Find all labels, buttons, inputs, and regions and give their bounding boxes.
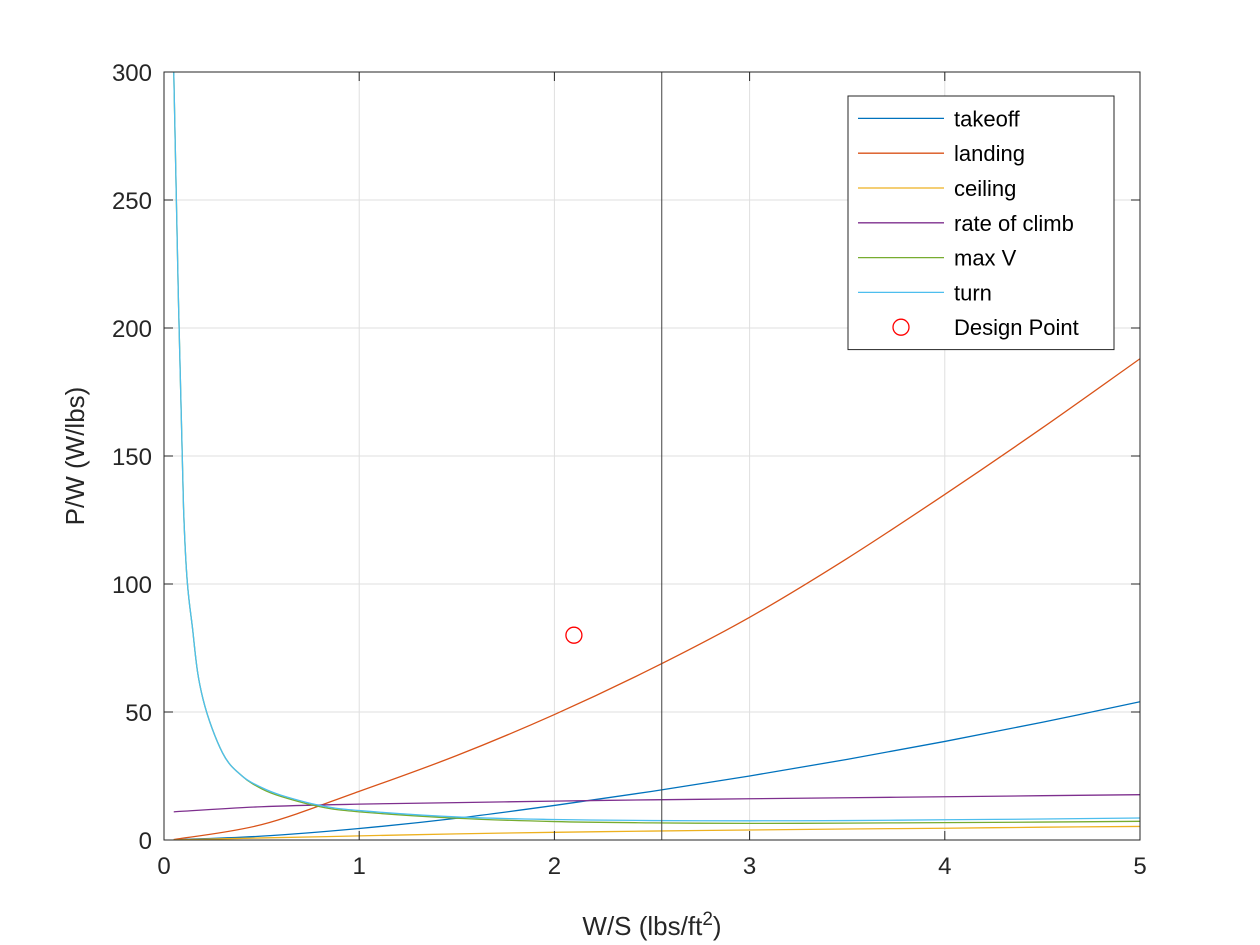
legend-label: Design Point (954, 315, 1079, 340)
legend-label: ceiling (954, 176, 1016, 201)
legend-label: landing (954, 141, 1025, 166)
x-tick-label: 4 (938, 853, 951, 880)
x-tick-label: 5 (1133, 853, 1146, 880)
x-tick-label: 3 (743, 853, 756, 880)
legend-label: rate of climb (954, 211, 1074, 236)
y-tick-label: 150 (112, 444, 152, 471)
y-axis-label: P/W (W/lbs) (60, 387, 90, 526)
x-tick-label: 0 (157, 853, 170, 880)
legend-label: takeoff (954, 106, 1021, 131)
series-lines (173, 72, 1140, 840)
legend-swatch (892, 318, 910, 336)
x-tick-label: 1 (353, 853, 366, 880)
series-line-takeoff (173, 701, 1140, 840)
x-tick-label: 2 (548, 853, 561, 880)
series-line-landing (173, 358, 1140, 840)
y-tick-label: 50 (125, 700, 152, 727)
design-point-marker (565, 626, 583, 644)
series-line-rate-of-climb (173, 794, 1140, 813)
y-tick-label: 200 (112, 316, 152, 343)
y-tick-label: 250 (112, 188, 152, 215)
y-tick-label: 300 (112, 60, 152, 87)
series-line-turn (173, 72, 1140, 822)
legend-label: turn (954, 280, 992, 305)
legend-label: max V (954, 246, 1017, 271)
legend: takeoff landing ceiling rate of climb max V t… (847, 95, 1115, 351)
y-tick-label: 100 (112, 572, 152, 599)
x-axis-label: W/S (lbs/ft2) (582, 909, 721, 941)
design-points (565, 626, 583, 644)
series-line-ceiling (173, 825, 1140, 840)
y-tick-label: 0 (139, 828, 152, 855)
